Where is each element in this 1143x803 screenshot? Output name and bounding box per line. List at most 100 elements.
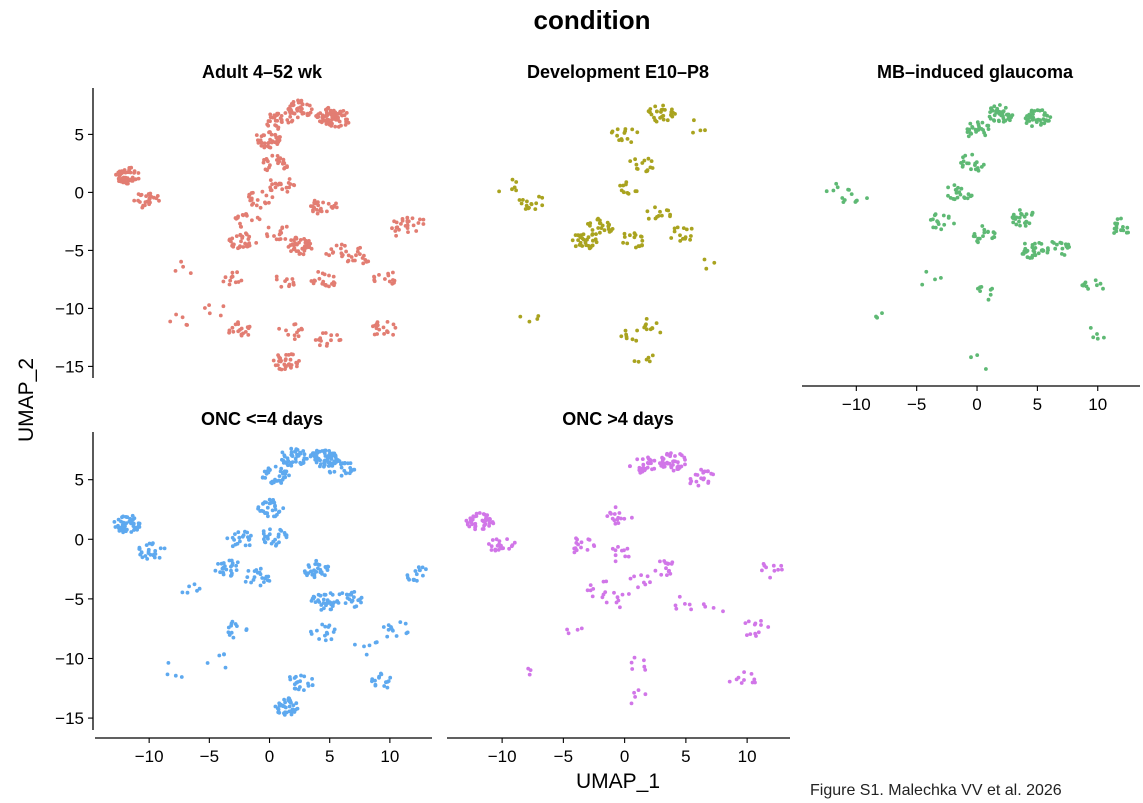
data-point — [661, 103, 665, 108]
data-point — [276, 707, 281, 712]
data-point — [621, 240, 625, 245]
data-point — [642, 664, 647, 669]
data-point — [321, 279, 326, 284]
data-point — [371, 324, 375, 329]
data-point — [316, 270, 321, 274]
data-point — [753, 631, 758, 636]
data-point — [173, 673, 178, 678]
data-point — [247, 243, 252, 248]
data-point — [1121, 225, 1125, 229]
data-point — [318, 343, 322, 348]
data-point — [1019, 211, 1023, 216]
data-point — [1045, 113, 1049, 118]
data-point — [247, 192, 252, 197]
data-point — [674, 606, 679, 611]
data-point — [749, 672, 754, 676]
x-tick-label: −5 — [200, 747, 219, 766]
data-point — [694, 479, 699, 484]
data-point — [575, 537, 579, 542]
data-point — [276, 510, 281, 514]
data-point — [665, 573, 669, 577]
data-point — [696, 483, 701, 488]
data-point — [1098, 281, 1103, 286]
data-point — [483, 518, 488, 523]
data-point — [240, 534, 245, 539]
point-cluster — [233, 212, 262, 229]
point-cluster — [653, 559, 675, 577]
data-point — [273, 477, 277, 482]
data-point — [1024, 212, 1029, 217]
data-point — [979, 126, 984, 131]
data-point — [291, 352, 295, 357]
data-point — [678, 452, 682, 456]
point-cluster — [336, 590, 364, 609]
x-tick-label: −10 — [135, 747, 164, 766]
data-point — [576, 238, 580, 243]
data-point — [634, 338, 639, 343]
data-point — [632, 690, 636, 695]
data-point — [269, 541, 274, 546]
data-point — [951, 197, 956, 201]
point-cluster — [274, 274, 296, 289]
data-point — [389, 627, 394, 631]
data-point — [270, 115, 275, 120]
data-point — [246, 326, 251, 331]
data-point — [222, 652, 226, 657]
data-point — [268, 163, 272, 168]
panel-title-onc-early: ONC <=4 days — [201, 409, 323, 429]
data-point — [375, 320, 380, 325]
data-point — [377, 674, 381, 679]
data-point — [702, 257, 707, 262]
data-point — [244, 212, 249, 217]
data-point — [1033, 246, 1038, 250]
data-point — [653, 205, 657, 210]
data-point — [179, 675, 184, 679]
data-point — [681, 226, 686, 231]
data-point — [689, 234, 693, 238]
data-point — [397, 227, 401, 232]
data-point — [675, 225, 680, 230]
data-point — [373, 683, 378, 688]
data-point — [664, 208, 669, 213]
data-point — [496, 548, 501, 552]
data-point — [970, 152, 975, 157]
data-point — [933, 277, 937, 282]
data-point — [962, 196, 967, 201]
data-point — [942, 222, 947, 227]
data-point — [221, 561, 226, 565]
data-point — [349, 592, 354, 597]
data-point — [221, 304, 226, 309]
data-point — [239, 278, 244, 283]
data-point — [644, 317, 649, 321]
data-point — [974, 130, 978, 134]
data-point — [662, 559, 667, 563]
data-point — [658, 116, 662, 120]
data-point — [618, 183, 622, 188]
data-point — [688, 237, 692, 242]
data-point — [300, 111, 305, 116]
data-point — [258, 572, 263, 577]
point-cluster — [874, 311, 884, 320]
data-point — [646, 109, 651, 114]
point-cluster — [203, 303, 226, 318]
data-point — [421, 217, 426, 222]
data-point — [477, 511, 482, 515]
data-point — [1006, 112, 1011, 117]
data-point — [406, 576, 410, 580]
data-point — [1095, 283, 1099, 288]
data-point — [295, 361, 299, 366]
data-point — [254, 203, 259, 208]
data-point — [977, 124, 981, 129]
data-point — [276, 140, 281, 144]
data-point — [703, 604, 708, 609]
data-point — [315, 628, 319, 633]
data-point — [688, 481, 693, 486]
data-point — [287, 282, 292, 287]
data-point — [632, 359, 637, 363]
data-point — [414, 572, 419, 577]
data-point — [291, 282, 296, 287]
data-point — [367, 643, 372, 648]
data-point — [260, 475, 265, 480]
data-point — [135, 525, 140, 530]
data-point — [1023, 247, 1027, 252]
